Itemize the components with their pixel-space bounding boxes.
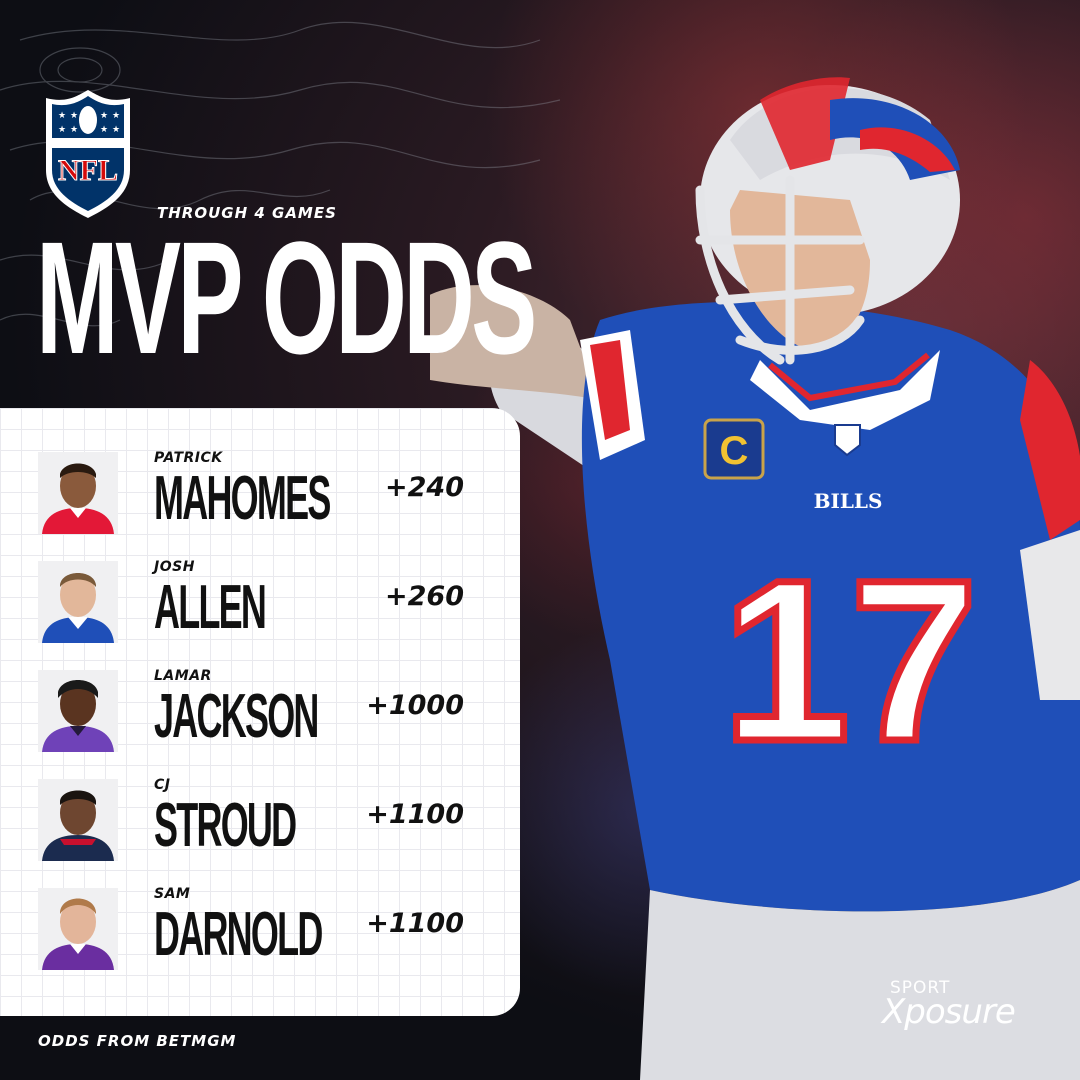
page-title: MVP ODDS [36, 208, 537, 387]
captain-badge-text: C [720, 429, 749, 473]
svg-text:★: ★ [112, 125, 120, 135]
sportxposure-logo: SPORT Xposure [880, 978, 1040, 1034]
player-odds: +260 [385, 581, 464, 612]
jersey-number: 17 [722, 532, 978, 789]
odds-source: ODDS FROM BETMGM [38, 1032, 237, 1050]
svg-text:★: ★ [70, 111, 78, 121]
list-item: LAMAR JACKSON +1000 [38, 668, 478, 752]
svg-text:★: ★ [58, 125, 66, 135]
player-first-name: PATRICK [154, 450, 223, 466]
player-first-name: CJ [154, 777, 171, 793]
brand-bottom-text: Xposure [882, 992, 1016, 1032]
list-item: PATRICK MAHOMES +240 [38, 450, 478, 534]
svg-text:★: ★ [100, 111, 108, 121]
nfl-logo-text: NFL [58, 154, 118, 187]
odds-panel: PATRICK MAHOMES +240 JOSH ALLEN +260 [0, 408, 520, 1016]
svg-text:★: ★ [70, 125, 78, 135]
list-item: SAM DARNOLD +1100 [38, 886, 478, 970]
player-headshot [38, 452, 118, 534]
player-headshot [38, 561, 118, 643]
player-odds: +1100 [366, 799, 464, 830]
player-first-name: JOSH [154, 559, 195, 575]
player-last-name: ALLEN [154, 573, 267, 642]
player-odds: +1000 [366, 690, 464, 721]
player-odds: +1100 [366, 908, 464, 939]
player-headshot [38, 888, 118, 970]
player-headshot [38, 779, 118, 861]
player-headshot [38, 670, 118, 752]
nfl-logo: ★ ★ ★ ★ ★ ★ ★ ★ NFL [46, 90, 130, 218]
brand-top-text: SPORT [890, 978, 951, 998]
subtitle: THROUGH 4 GAMES [157, 204, 337, 222]
player-odds: +240 [385, 472, 464, 503]
featured-player-illustration: C BILLS 17 [430, 77, 1080, 1080]
player-first-name: SAM [154, 886, 191, 902]
player-first-name: LAMAR [154, 668, 212, 684]
list-item: JOSH ALLEN +260 [38, 559, 478, 643]
player-last-name: DARNOLD [154, 900, 323, 969]
player-last-name: STROUD [154, 791, 297, 860]
svg-text:★: ★ [112, 111, 120, 121]
svg-text:★: ★ [58, 111, 66, 121]
team-wordmark: BILLS [814, 489, 883, 513]
player-last-name: MAHOMES [154, 464, 331, 533]
list-item: CJ STROUD +1100 [38, 777, 478, 861]
svg-text:★: ★ [100, 125, 108, 135]
player-last-name: JACKSON [154, 682, 319, 751]
